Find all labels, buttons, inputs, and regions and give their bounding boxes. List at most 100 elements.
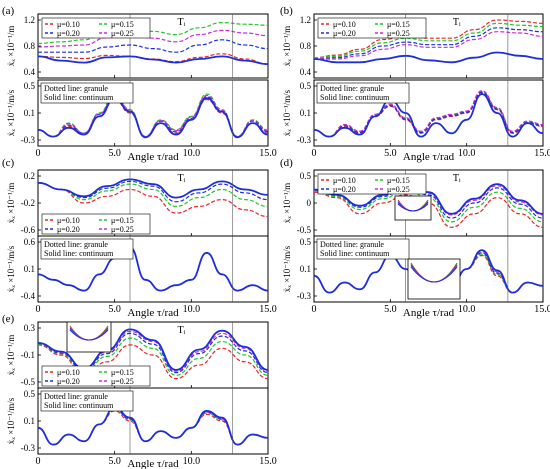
legend-label: μ=0.20	[333, 185, 356, 194]
legend-label: μ=0.25	[111, 225, 134, 234]
note-granule: Dotted line: granule	[44, 84, 108, 93]
legend-label: μ=0.15	[111, 216, 134, 225]
y-tick-label: 0.1	[300, 264, 311, 274]
note-continuum: Solid line: continuum	[44, 249, 114, 258]
y-tick-label: 0.1	[24, 416, 35, 426]
legend-box	[317, 173, 427, 195]
y-tick-label: 0.3	[24, 323, 36, 333]
ti-label: Tᵢ	[177, 325, 185, 336]
series-line	[314, 31, 543, 60]
bottom-y-axis-label: ẋₓ ×10⁻¹/m/s	[282, 245, 292, 292]
series-line	[38, 182, 268, 208]
x-tick-label: 0	[36, 304, 41, 315]
y-tick-label: -0.3	[21, 443, 36, 453]
series-line	[38, 97, 268, 139]
ti-label: Tᵢ	[177, 17, 185, 28]
legend-label: μ=0.10	[333, 176, 356, 185]
y-tick-label: 0	[307, 198, 312, 208]
inset-curve	[397, 203, 429, 212]
y-tick-label: -0.3	[297, 135, 312, 145]
y-tick-label: -0.4	[21, 291, 36, 301]
series-line	[38, 330, 268, 372]
x-tick-label: 0	[312, 148, 317, 159]
series-group	[314, 19, 543, 64]
x-tick-label: 15.0	[259, 456, 277, 467]
series-line	[314, 51, 543, 64]
legend-label: μ=0.25	[387, 29, 410, 38]
series-line	[38, 407, 268, 446]
y-tick-label: 0.6	[24, 237, 36, 247]
note-continuum: Solid line: continuum	[320, 249, 390, 258]
x-tick-label: 10.0	[183, 304, 201, 315]
legend-label: μ=0.15	[111, 20, 134, 29]
legend-box	[41, 17, 151, 39]
note-box	[316, 82, 410, 104]
y-tick-label: -0.3	[297, 291, 312, 301]
panel-label: (e)	[2, 313, 15, 325]
y-tick-label: -0.5	[21, 377, 36, 387]
note-granule: Dotted line: granule	[44, 392, 108, 401]
legend-label: μ=0.20	[57, 29, 80, 38]
series-line	[38, 180, 268, 203]
x-tick-label: 15.0	[259, 148, 277, 159]
y-tick-label: 0.8	[24, 41, 36, 51]
series-line	[38, 182, 268, 218]
panel-label: (c)	[2, 157, 15, 169]
legend-label: μ=0.20	[333, 29, 356, 38]
series-line	[38, 246, 268, 292]
zoom-inset-d-bottom	[407, 258, 461, 300]
series-line	[314, 19, 543, 59]
legend-box	[41, 365, 151, 387]
legend-label: μ=0.15	[111, 368, 134, 377]
series-line	[314, 27, 543, 60]
y-tick-label: 1.2	[300, 15, 311, 25]
note-box	[316, 238, 410, 260]
series-group	[38, 406, 268, 446]
legend-label: μ=0.10	[57, 368, 80, 377]
x-tick-label: 10.0	[183, 148, 201, 159]
x-axis-label: Angle τ/rad	[127, 307, 179, 319]
legend-label: μ=0.10	[57, 216, 80, 225]
y-tick-label: 0.1	[24, 264, 35, 274]
top-y-axis-label: ẋₓ ×10⁻¹/m	[6, 183, 16, 223]
y-tick-label: -0.1	[21, 350, 35, 360]
y-tick-label: 0.1	[300, 108, 311, 118]
series-group	[38, 178, 268, 218]
y-tick-label: 0.4	[24, 67, 36, 77]
series-line	[38, 406, 268, 446]
series-line	[314, 93, 543, 138]
note-box	[40, 390, 134, 412]
top-y-axis-label: ẋₓ ×10⁻¹/m	[282, 183, 292, 223]
x-tick-label: 0	[312, 304, 317, 315]
x-tick-label: 5.0	[108, 304, 121, 315]
x-axis-label: Angle τ/rad	[403, 307, 455, 319]
x-axis-label: Angle τ/rad	[127, 458, 179, 469]
series-line	[38, 408, 268, 446]
series-line	[38, 39, 268, 53]
zoom-inset-d-top	[394, 195, 432, 221]
series-group	[38, 93, 268, 139]
legend-label: μ=0.25	[111, 377, 134, 386]
x-tick-label: 15.0	[534, 304, 550, 315]
series-line	[314, 183, 543, 215]
panel-label: (d)	[280, 157, 293, 169]
legend-label: μ=0.10	[333, 20, 356, 29]
legend-label: μ=0.15	[387, 176, 410, 185]
x-tick-label: 15.0	[259, 304, 277, 315]
series-group	[38, 21, 268, 66]
note-continuum: Solid line: continuum	[320, 93, 390, 102]
x-tick-label: 10.0	[183, 456, 201, 467]
panel-label: (b)	[280, 5, 293, 17]
inset-curve	[69, 329, 109, 341]
x-tick-label: 10.0	[458, 304, 476, 315]
y-tick-label: -0.2	[21, 198, 35, 208]
note-continuum: Solid line: continuum	[44, 93, 114, 102]
y-tick-label: -0.6	[21, 225, 36, 235]
y-tick-label: -0.5	[297, 225, 312, 235]
top-y-axis-label: ẋₓ ×10⁻¹/m	[282, 26, 292, 66]
series-group	[38, 246, 268, 292]
legend-label: μ=0.10	[57, 20, 80, 29]
note-granule: Dotted line: granule	[44, 240, 108, 249]
y-tick-label: 0.5	[300, 171, 312, 181]
legend-label: μ=0.20	[57, 377, 80, 386]
